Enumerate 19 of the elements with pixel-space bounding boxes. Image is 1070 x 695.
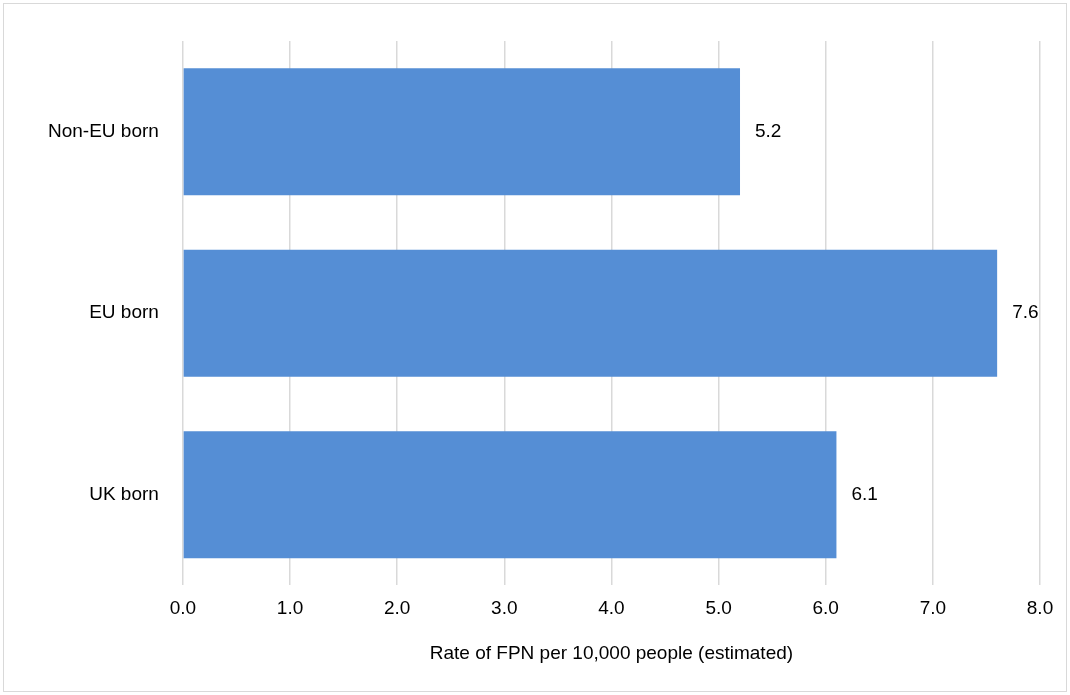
x-tick-label: 5.0 — [705, 597, 732, 619]
x-tick-label: 4.0 — [598, 597, 625, 619]
x-tick-label: 2.0 — [383, 597, 411, 619]
bar — [183, 249, 998, 377]
x-tick-label: 1.0 — [276, 597, 304, 619]
y-tick-label: Non-EU born — [47, 119, 159, 141]
y-tick-label: UK born — [89, 482, 159, 504]
data-label: 6.1 — [851, 482, 878, 504]
x-tick-label: 7.0 — [919, 597, 947, 619]
bar — [183, 431, 837, 559]
x-tick-label: 8.0 — [1026, 597, 1054, 619]
x-tick-label: 3.0 — [491, 597, 518, 619]
bar — [183, 68, 741, 196]
x-tick-label: 6.0 — [812, 597, 839, 619]
data-label: 5.2 — [755, 119, 782, 141]
x-tick-label: 0.0 — [169, 597, 197, 619]
data-label: 7.6 — [1012, 301, 1039, 323]
y-tick-label: EU born — [89, 301, 159, 323]
x-axis-title: Rate of FPN per 10,000 people (estimated) — [429, 641, 794, 663]
